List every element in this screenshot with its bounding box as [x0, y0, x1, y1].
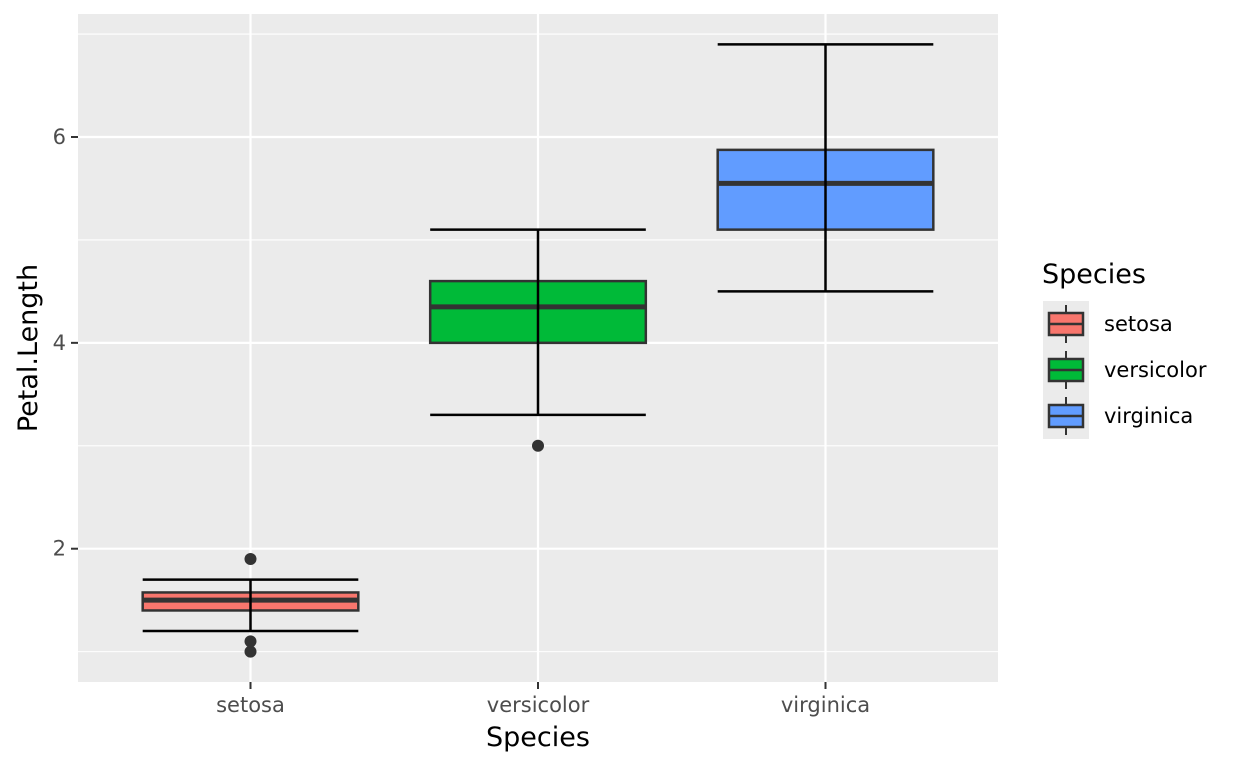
y-tick-label: 2 — [53, 537, 66, 561]
y-axis: 2 4 6 — [53, 125, 78, 561]
box-setosa — [141, 553, 360, 658]
legend: Species setosa versicolor virginica — [1042, 259, 1207, 439]
outlier-point — [244, 553, 257, 566]
x-axis: setosa versicolor virginica — [216, 682, 870, 717]
legend-title: Species — [1042, 259, 1146, 290]
box-versicolor — [428, 228, 648, 452]
x-tick-label: setosa — [216, 693, 285, 717]
outlier-point — [244, 645, 257, 658]
legend-label: versicolor — [1104, 358, 1207, 382]
legend-item-versicolor: versicolor — [1043, 347, 1207, 393]
outlier-point — [244, 635, 257, 648]
box-series — [141, 43, 935, 658]
legend-label: virginica — [1104, 404, 1193, 428]
legend-label: setosa — [1104, 312, 1173, 336]
box-virginica — [716, 43, 935, 293]
x-tick-label: versicolor — [487, 693, 590, 717]
legend-item-setosa: setosa — [1043, 301, 1173, 347]
outlier-point — [532, 439, 544, 452]
x-axis-title: Species — [486, 722, 590, 753]
y-tick-label: 6 — [53, 125, 66, 149]
y-axis-title: Petal.Length — [13, 264, 44, 432]
y-tick-label: 4 — [53, 331, 66, 355]
legend-item-virginica: virginica — [1043, 393, 1193, 439]
x-tick-label: virginica — [781, 693, 870, 717]
